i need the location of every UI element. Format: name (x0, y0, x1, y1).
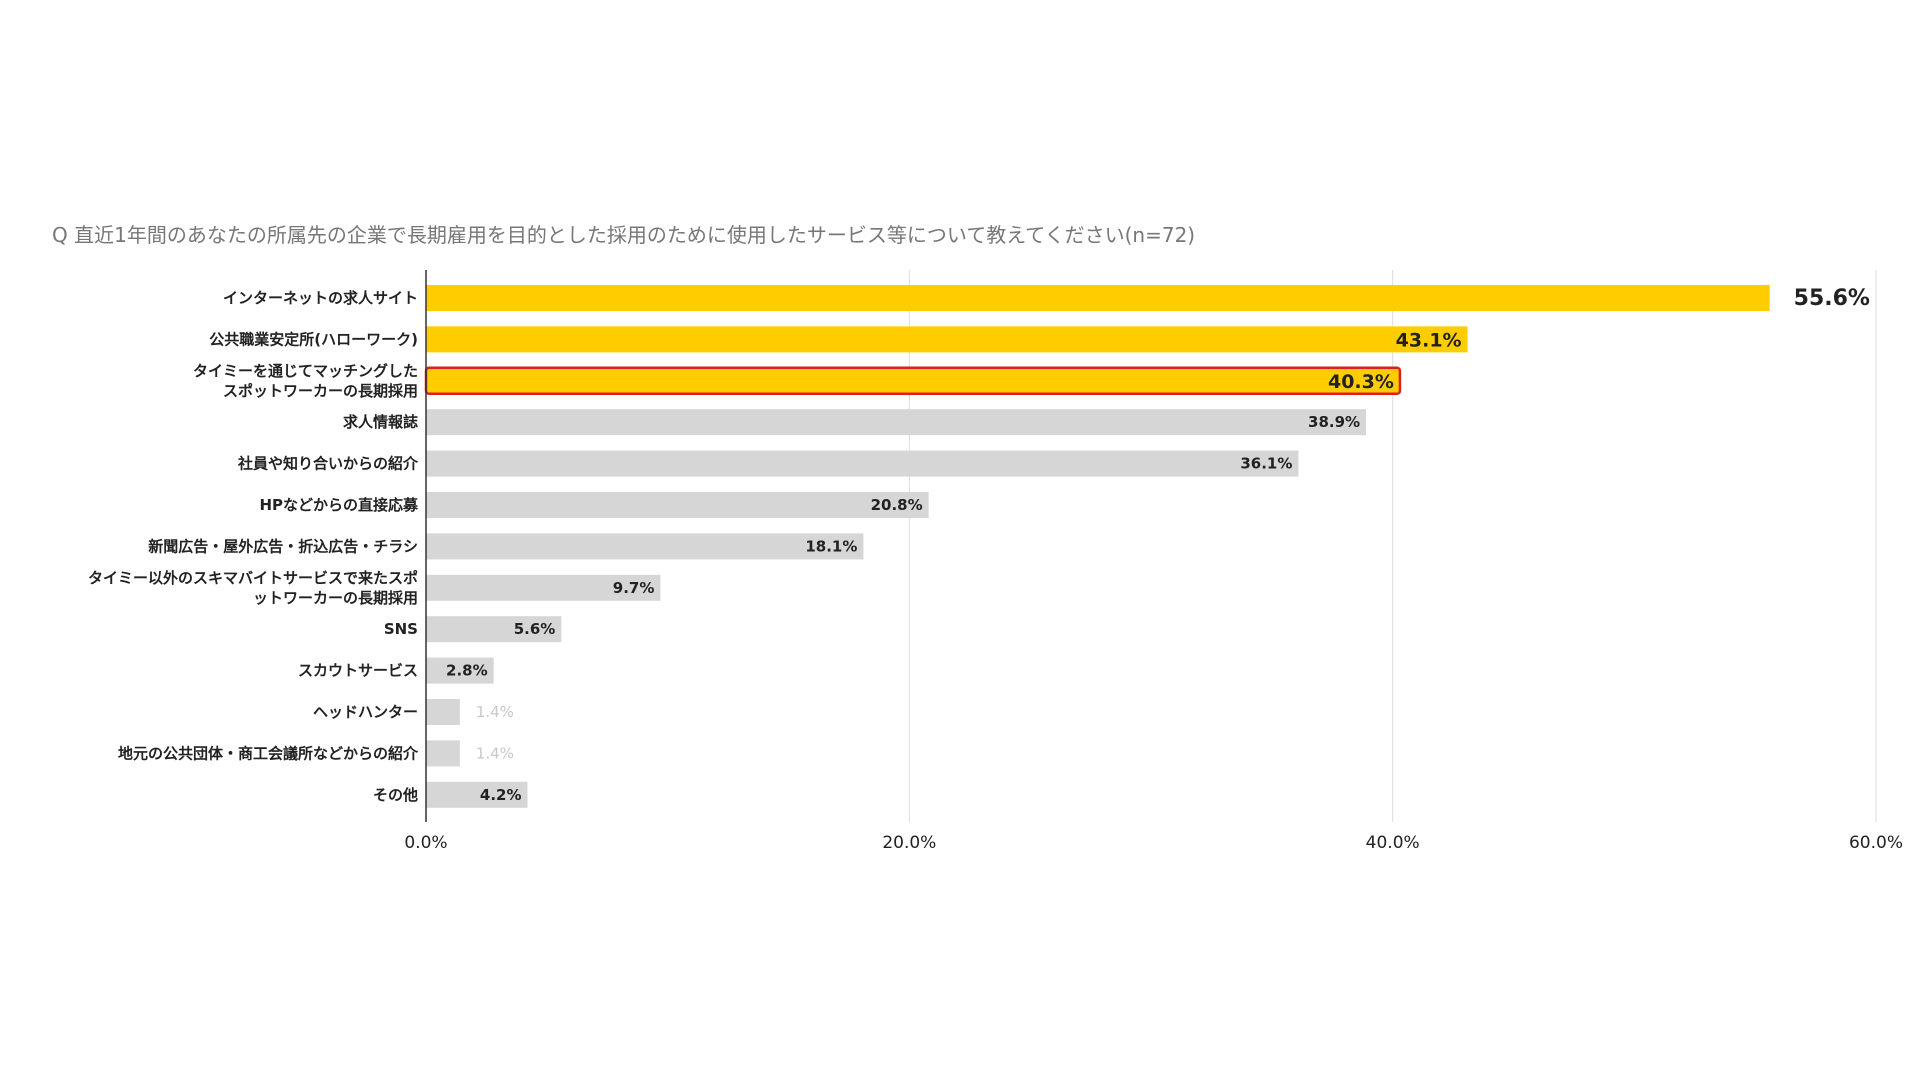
bar (426, 740, 460, 767)
category-label-line: タイミー以外のスキマバイトサービスで来たスポ (88, 569, 418, 587)
bar (426, 450, 1299, 477)
bar (426, 781, 528, 808)
bar (426, 492, 929, 518)
category-label: タイミー以外のスキマバイトサービスで来たスポットワーカーの長期採用 (88, 569, 418, 607)
x-tick-label: 0.0% (404, 833, 447, 853)
value-label: 2.8% (446, 662, 488, 680)
x-tick-label: 40.0% (1366, 833, 1420, 853)
category-label: ヘッドハンター (313, 703, 418, 721)
bar (426, 285, 1770, 311)
value-label: 38.9% (1308, 413, 1360, 431)
category-label: タイミーを通じてマッチングしたスポットワーカーの長期採用 (193, 362, 418, 400)
gridlines (908, 270, 1877, 822)
bar (426, 326, 1468, 353)
chart-title: Q 直近1年間のあなたの所属先の企業で長期雇用を目的とした採用のために使用したサ… (52, 223, 1195, 247)
category-label-line: ットワーカーの長期採用 (253, 589, 418, 607)
value-label: 5.6% (514, 620, 556, 638)
category-label: その他 (373, 786, 418, 804)
category-label-line: 新聞広告・屋外広告・折込広告・チラシ (148, 537, 418, 555)
category-label-line: その他 (373, 786, 418, 804)
bar (426, 533, 864, 560)
category-label: 地元の公共団体・商工会議所などからの紹介 (118, 744, 419, 762)
category-label: SNS (384, 620, 418, 638)
category-label-line: HPなどからの直接応募 (259, 496, 419, 514)
value-label: 9.7% (613, 579, 655, 597)
bar (426, 574, 661, 601)
bar (426, 699, 460, 725)
category-label-line: 地元の公共団体・商工会議所などからの紹介 (118, 744, 419, 762)
bar (424, 366, 1402, 396)
category-label-line: 求人情報誌 (343, 413, 418, 431)
bar (426, 657, 494, 684)
bars (424, 285, 1770, 808)
category-label-line: タイミーを通じてマッチングした (193, 362, 418, 380)
bar (426, 616, 562, 643)
x-tick-label: 60.0% (1849, 833, 1903, 853)
category-label: 社員や知り合いからの紹介 (237, 455, 419, 473)
value-label: 20.8% (871, 496, 923, 514)
value-label: 4.2% (480, 786, 522, 804)
value-label: 40.3% (1328, 371, 1394, 393)
value-label: 36.1% (1240, 455, 1292, 473)
value-labels: 55.6% 43.1%40.3% 38.9% 36.1% 20.8% 18.1% 9.7% 5… (446, 286, 1870, 804)
category-label: 求人情報誌 (343, 413, 418, 431)
category-label: HPなどからの直接応募 (259, 496, 419, 514)
value-label: 43.1% (1396, 329, 1462, 351)
category-label-line: ヘッドハンター (313, 703, 418, 721)
value-label: 1.4% (476, 744, 514, 762)
category-label: インターネットの求人サイト (223, 289, 418, 307)
category-label-line: 公共職業安定所(ハローワーク) (209, 330, 418, 348)
category-label-line: インターネットの求人サイト (223, 289, 418, 307)
value-label: 1.4% (476, 703, 514, 721)
category-label: スカウトサービス (298, 662, 418, 680)
value-label: 55.6% (1794, 286, 1870, 311)
category-label-line: スポットワーカーの長期採用 (223, 382, 418, 400)
category-label-line: SNS (384, 620, 418, 638)
value-label: 18.1% (805, 537, 857, 555)
category-label: 公共職業安定所(ハローワーク) (209, 330, 418, 348)
x-axis-tick-labels: 0.0% 20.0% 40.0% 60.0% (404, 833, 1903, 853)
x-tick-label: 20.0% (882, 833, 936, 853)
category-label-line: スカウトサービス (298, 662, 418, 680)
category-label: 新聞広告・屋外広告・折込広告・チラシ (148, 537, 418, 555)
bar (426, 409, 1367, 436)
category-label-line: 社員や知り合いからの紹介 (237, 455, 419, 473)
